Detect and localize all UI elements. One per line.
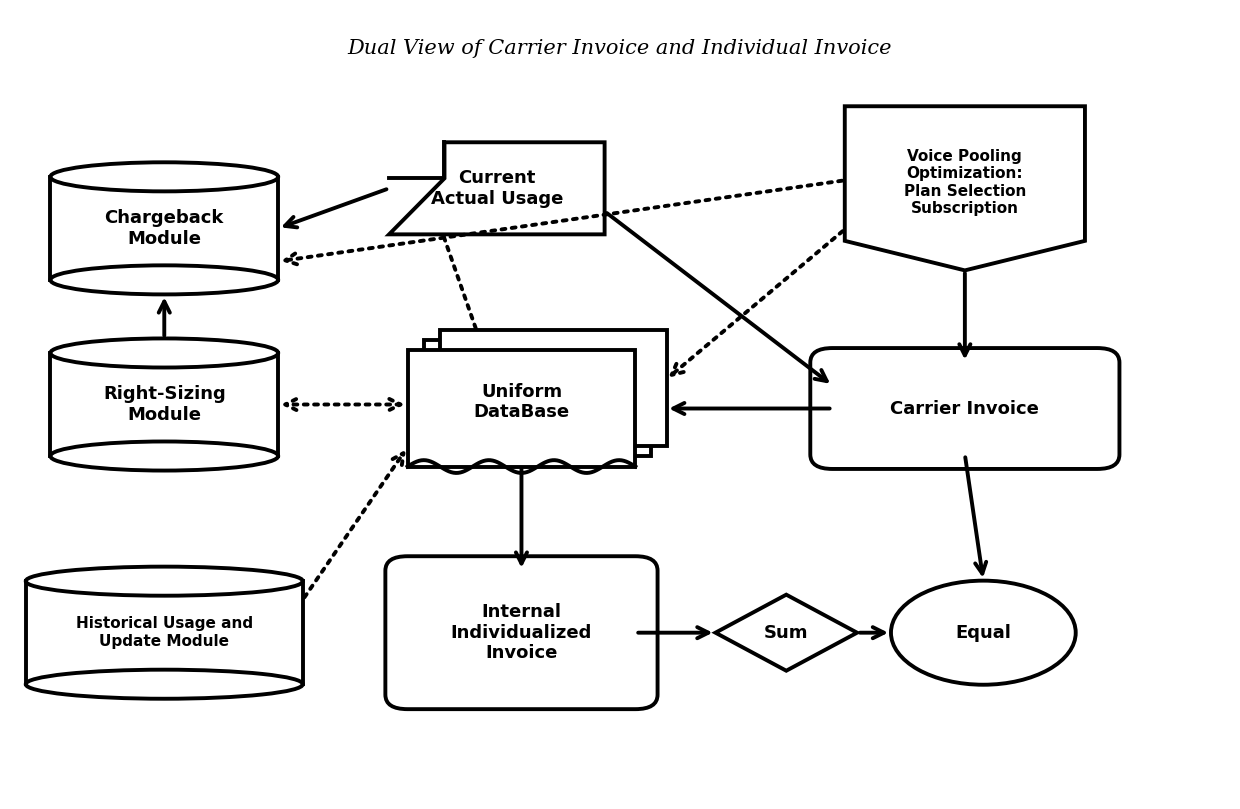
Bar bbox=[26, 581, 303, 684]
Text: Voice Pooling
Optimization:
Plan Selection
Subscription: Voice Pooling Optimization: Plan Selecti… bbox=[904, 149, 1025, 216]
Text: Uniform
DataBase: Uniform DataBase bbox=[474, 383, 569, 421]
Text: Current
Actual Usage: Current Actual Usage bbox=[430, 169, 563, 208]
FancyBboxPatch shape bbox=[386, 557, 657, 709]
Bar bbox=[424, 340, 651, 456]
Text: Dual View of Carrier Invoice and Individual Invoice: Dual View of Carrier Invoice and Individ… bbox=[347, 39, 893, 57]
Text: Chargeback
Module: Chargeback Module bbox=[104, 209, 224, 248]
Text: Sum: Sum bbox=[764, 624, 808, 642]
FancyBboxPatch shape bbox=[810, 348, 1120, 469]
Ellipse shape bbox=[51, 442, 278, 471]
Ellipse shape bbox=[26, 566, 303, 595]
Ellipse shape bbox=[892, 581, 1076, 684]
Bar bbox=[51, 353, 278, 456]
Text: Carrier Invoice: Carrier Invoice bbox=[890, 400, 1039, 417]
Text: Equal: Equal bbox=[955, 624, 1012, 642]
Ellipse shape bbox=[51, 163, 278, 192]
Ellipse shape bbox=[26, 670, 303, 699]
Text: Internal
Individualized
Invoice: Internal Individualized Invoice bbox=[451, 603, 593, 663]
Bar bbox=[439, 329, 667, 446]
Polygon shape bbox=[844, 106, 1085, 270]
Polygon shape bbox=[389, 142, 605, 235]
Ellipse shape bbox=[51, 338, 278, 367]
Ellipse shape bbox=[51, 265, 278, 294]
Bar bbox=[408, 350, 635, 467]
Text: Historical Usage and
Update Module: Historical Usage and Update Module bbox=[76, 616, 253, 649]
Bar bbox=[51, 177, 278, 280]
Text: Right-Sizing
Module: Right-Sizing Module bbox=[103, 385, 226, 424]
Polygon shape bbox=[715, 595, 857, 671]
